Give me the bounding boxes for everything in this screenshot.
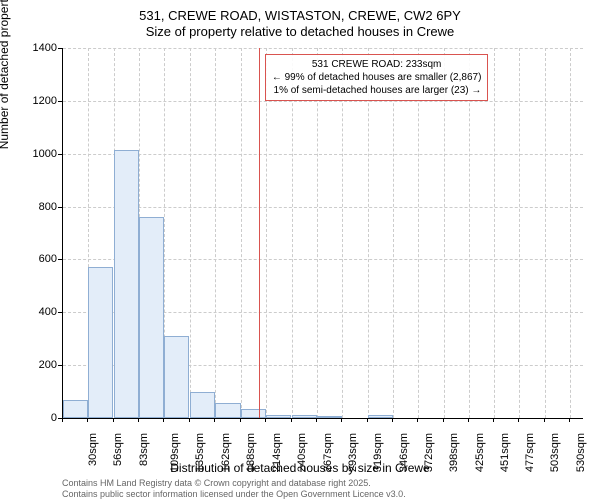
chart-title-line2: Size of property relative to detached ho… xyxy=(0,24,600,39)
grid-line-v xyxy=(545,48,546,418)
histogram-bar xyxy=(190,392,215,418)
x-tick-label: 30sqm xyxy=(87,433,99,466)
x-tick-label: 214sqm xyxy=(271,433,283,472)
grid-line-v xyxy=(519,48,520,418)
grid-line-v xyxy=(494,48,495,418)
marker-callout: 531 CREWE ROAD: 233sqm← 99% of detached … xyxy=(265,54,489,101)
x-tick-mark xyxy=(163,418,164,422)
x-tick-label: 293sqm xyxy=(347,433,359,472)
y-tick-label: 1000 xyxy=(33,148,57,160)
grid-line-v xyxy=(241,48,242,418)
chart-title-line1: 531, CREWE ROAD, WISTASTON, CREWE, CW2 6… xyxy=(0,8,600,23)
x-tick-mark xyxy=(417,418,418,422)
x-tick-label: 240sqm xyxy=(296,433,308,472)
chart-container: 531, CREWE ROAD, WISTASTON, CREWE, CW2 6… xyxy=(0,0,600,500)
x-tick-label: 83sqm xyxy=(138,433,150,466)
x-tick-mark xyxy=(544,418,545,422)
histogram-bar xyxy=(215,403,240,418)
x-tick-label: 425sqm xyxy=(474,433,486,472)
x-tick-mark xyxy=(468,418,469,422)
histogram-bar xyxy=(317,416,342,418)
x-tick-mark xyxy=(87,418,88,422)
footer-copyright: Contains HM Land Registry data © Crown c… xyxy=(62,478,371,488)
x-tick-mark xyxy=(341,418,342,422)
grid-line-h xyxy=(63,154,583,155)
x-tick-label: 530sqm xyxy=(576,433,588,472)
histogram-bar xyxy=(368,415,393,418)
x-tick-label: 135sqm xyxy=(194,433,206,472)
x-tick-mark xyxy=(265,418,266,422)
grid-line-h xyxy=(63,48,583,49)
x-tick-label: 451sqm xyxy=(499,433,511,472)
grid-line-v xyxy=(317,48,318,418)
grid-line-v xyxy=(368,48,369,418)
x-tick-mark xyxy=(443,418,444,422)
x-tick-label: 398sqm xyxy=(448,433,460,472)
y-axis-title: Number of detached properties xyxy=(0,0,11,149)
y-tick-mark xyxy=(58,48,62,49)
histogram-bar xyxy=(164,336,189,418)
x-tick-mark xyxy=(138,418,139,422)
histogram-bar xyxy=(292,415,317,418)
grid-line-v xyxy=(444,48,445,418)
x-tick-label: 56sqm xyxy=(112,433,124,466)
histogram-bar xyxy=(139,217,164,418)
x-tick-mark xyxy=(189,418,190,422)
plot-area: 531 CREWE ROAD: 233sqm← 99% of detached … xyxy=(62,48,583,419)
marker-line xyxy=(259,48,260,418)
y-tick-label: 400 xyxy=(39,306,57,318)
grid-line-h xyxy=(63,207,583,208)
x-tick-mark xyxy=(113,418,114,422)
x-tick-label: 319sqm xyxy=(372,433,384,472)
grid-line-v xyxy=(266,48,267,418)
y-tick-mark xyxy=(58,101,62,102)
x-tick-mark xyxy=(240,418,241,422)
x-tick-mark xyxy=(493,418,494,422)
grid-line-v xyxy=(570,48,571,418)
x-tick-mark xyxy=(518,418,519,422)
x-tick-label: 503sqm xyxy=(549,433,561,472)
x-tick-mark xyxy=(62,418,63,422)
grid-line-v xyxy=(215,48,216,418)
x-tick-mark xyxy=(214,418,215,422)
y-tick-mark xyxy=(58,207,62,208)
x-tick-label: 477sqm xyxy=(524,433,536,472)
histogram-bar xyxy=(88,267,113,418)
y-tick-mark xyxy=(58,154,62,155)
histogram-bar xyxy=(63,400,88,419)
y-tick-mark xyxy=(58,365,62,366)
histogram-bar xyxy=(114,150,139,418)
y-tick-label: 200 xyxy=(39,359,57,371)
callout-title: 531 CREWE ROAD: 233sqm xyxy=(272,58,482,71)
x-tick-label: 162sqm xyxy=(220,433,232,472)
y-tick-label: 800 xyxy=(39,201,57,213)
x-tick-label: 188sqm xyxy=(246,433,258,472)
y-tick-mark xyxy=(58,259,62,260)
y-tick-label: 1200 xyxy=(33,95,57,107)
y-tick-label: 600 xyxy=(39,253,57,265)
histogram-bar xyxy=(266,415,291,418)
footer-licence: Contains public sector information licen… xyxy=(62,489,406,499)
grid-line-v xyxy=(342,48,343,418)
grid-line-v xyxy=(418,48,419,418)
grid-line-v xyxy=(190,48,191,418)
callout-line2: ← 99% of detached houses are smaller (2,… xyxy=(272,71,482,84)
x-tick-label: 267sqm xyxy=(322,433,334,472)
grid-line-v xyxy=(292,48,293,418)
y-tick-label: 1400 xyxy=(33,42,57,54)
x-tick-mark xyxy=(291,418,292,422)
y-tick-label: 0 xyxy=(51,412,57,424)
x-tick-label: 346sqm xyxy=(398,433,410,472)
callout-line3: 1% of semi-detached houses are larger (2… xyxy=(272,84,482,97)
x-tick-mark xyxy=(569,418,570,422)
grid-line-v xyxy=(393,48,394,418)
grid-line-v xyxy=(469,48,470,418)
y-tick-mark xyxy=(58,312,62,313)
x-tick-mark xyxy=(367,418,368,422)
x-tick-label: 109sqm xyxy=(169,433,181,472)
x-tick-label: 372sqm xyxy=(423,433,435,472)
histogram-bar xyxy=(241,409,266,418)
x-tick-mark xyxy=(392,418,393,422)
x-tick-mark xyxy=(316,418,317,422)
